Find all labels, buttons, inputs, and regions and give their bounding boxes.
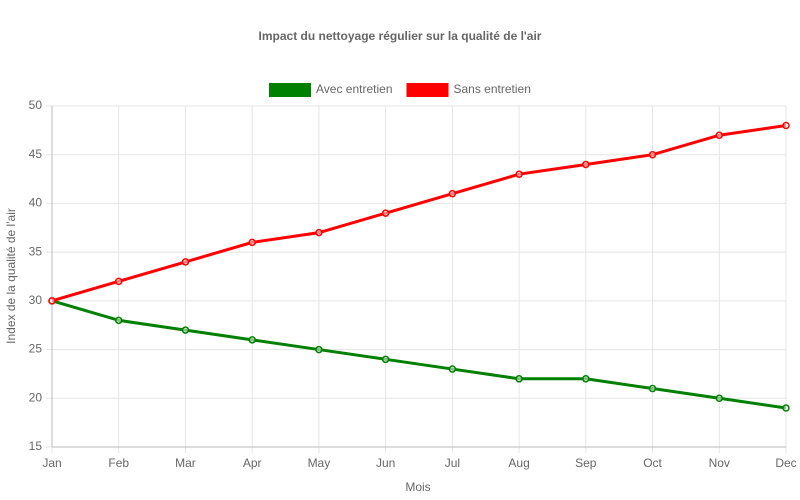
data-point <box>248 336 256 344</box>
series-line <box>51 299 787 410</box>
data-point <box>381 355 390 364</box>
data-point <box>582 160 590 169</box>
y-tick-label: 30 <box>29 293 43 307</box>
series-line <box>51 124 787 303</box>
x-tick-label: Dec <box>775 456 796 470</box>
x-tick-label: Feb <box>108 456 129 470</box>
chart-title: Impact du nettoyage régulier sur la qual… <box>259 29 542 43</box>
data-point <box>715 131 724 139</box>
data-point <box>515 170 523 178</box>
y-tick-label: 50 <box>29 98 43 112</box>
data-point <box>648 384 657 393</box>
data-point <box>48 297 56 305</box>
data-point <box>114 316 123 325</box>
x-tick-label: Jun <box>376 456 395 470</box>
y-tick-label: 45 <box>29 147 43 161</box>
data-point <box>114 277 123 286</box>
data-point <box>381 209 390 217</box>
legend-label: Sans entretien <box>454 82 531 96</box>
data-point <box>181 326 190 334</box>
y-tick-label: 15 <box>29 439 43 453</box>
legend-swatch <box>269 83 311 97</box>
data-point <box>648 150 657 159</box>
y-tick-label: 25 <box>29 342 43 356</box>
x-tick-label: Aug <box>508 456 529 470</box>
legend-swatch <box>406 83 449 97</box>
y-tick-label: 40 <box>29 196 43 210</box>
data-point <box>315 345 323 354</box>
data-point <box>448 365 457 373</box>
data-point <box>515 375 523 383</box>
data-point <box>782 404 790 412</box>
x-axis-label: Mois <box>405 480 430 494</box>
x-tick-label: Mar <box>175 456 196 470</box>
data-point <box>315 228 323 237</box>
y-axis-label: Index de la qualité de l'air <box>4 208 18 344</box>
data-point <box>448 189 457 198</box>
data-point <box>248 238 256 247</box>
x-tick-label: Apr <box>243 456 262 470</box>
x-tick-label: Sep <box>575 456 597 470</box>
legend-label: Avec entretien <box>316 82 393 96</box>
y-tick-label: 35 <box>29 244 43 258</box>
data-point <box>181 258 190 266</box>
x-tick-label: Jan <box>42 456 61 470</box>
data-point <box>715 394 724 403</box>
x-tick-label: Jul <box>445 456 460 470</box>
data-point <box>782 121 790 130</box>
x-tick-label: Oct <box>643 456 662 470</box>
x-tick-label: Nov <box>709 456 730 470</box>
x-tick-label: May <box>308 456 331 470</box>
data-point <box>582 375 590 383</box>
y-tick-label: 20 <box>29 390 43 404</box>
